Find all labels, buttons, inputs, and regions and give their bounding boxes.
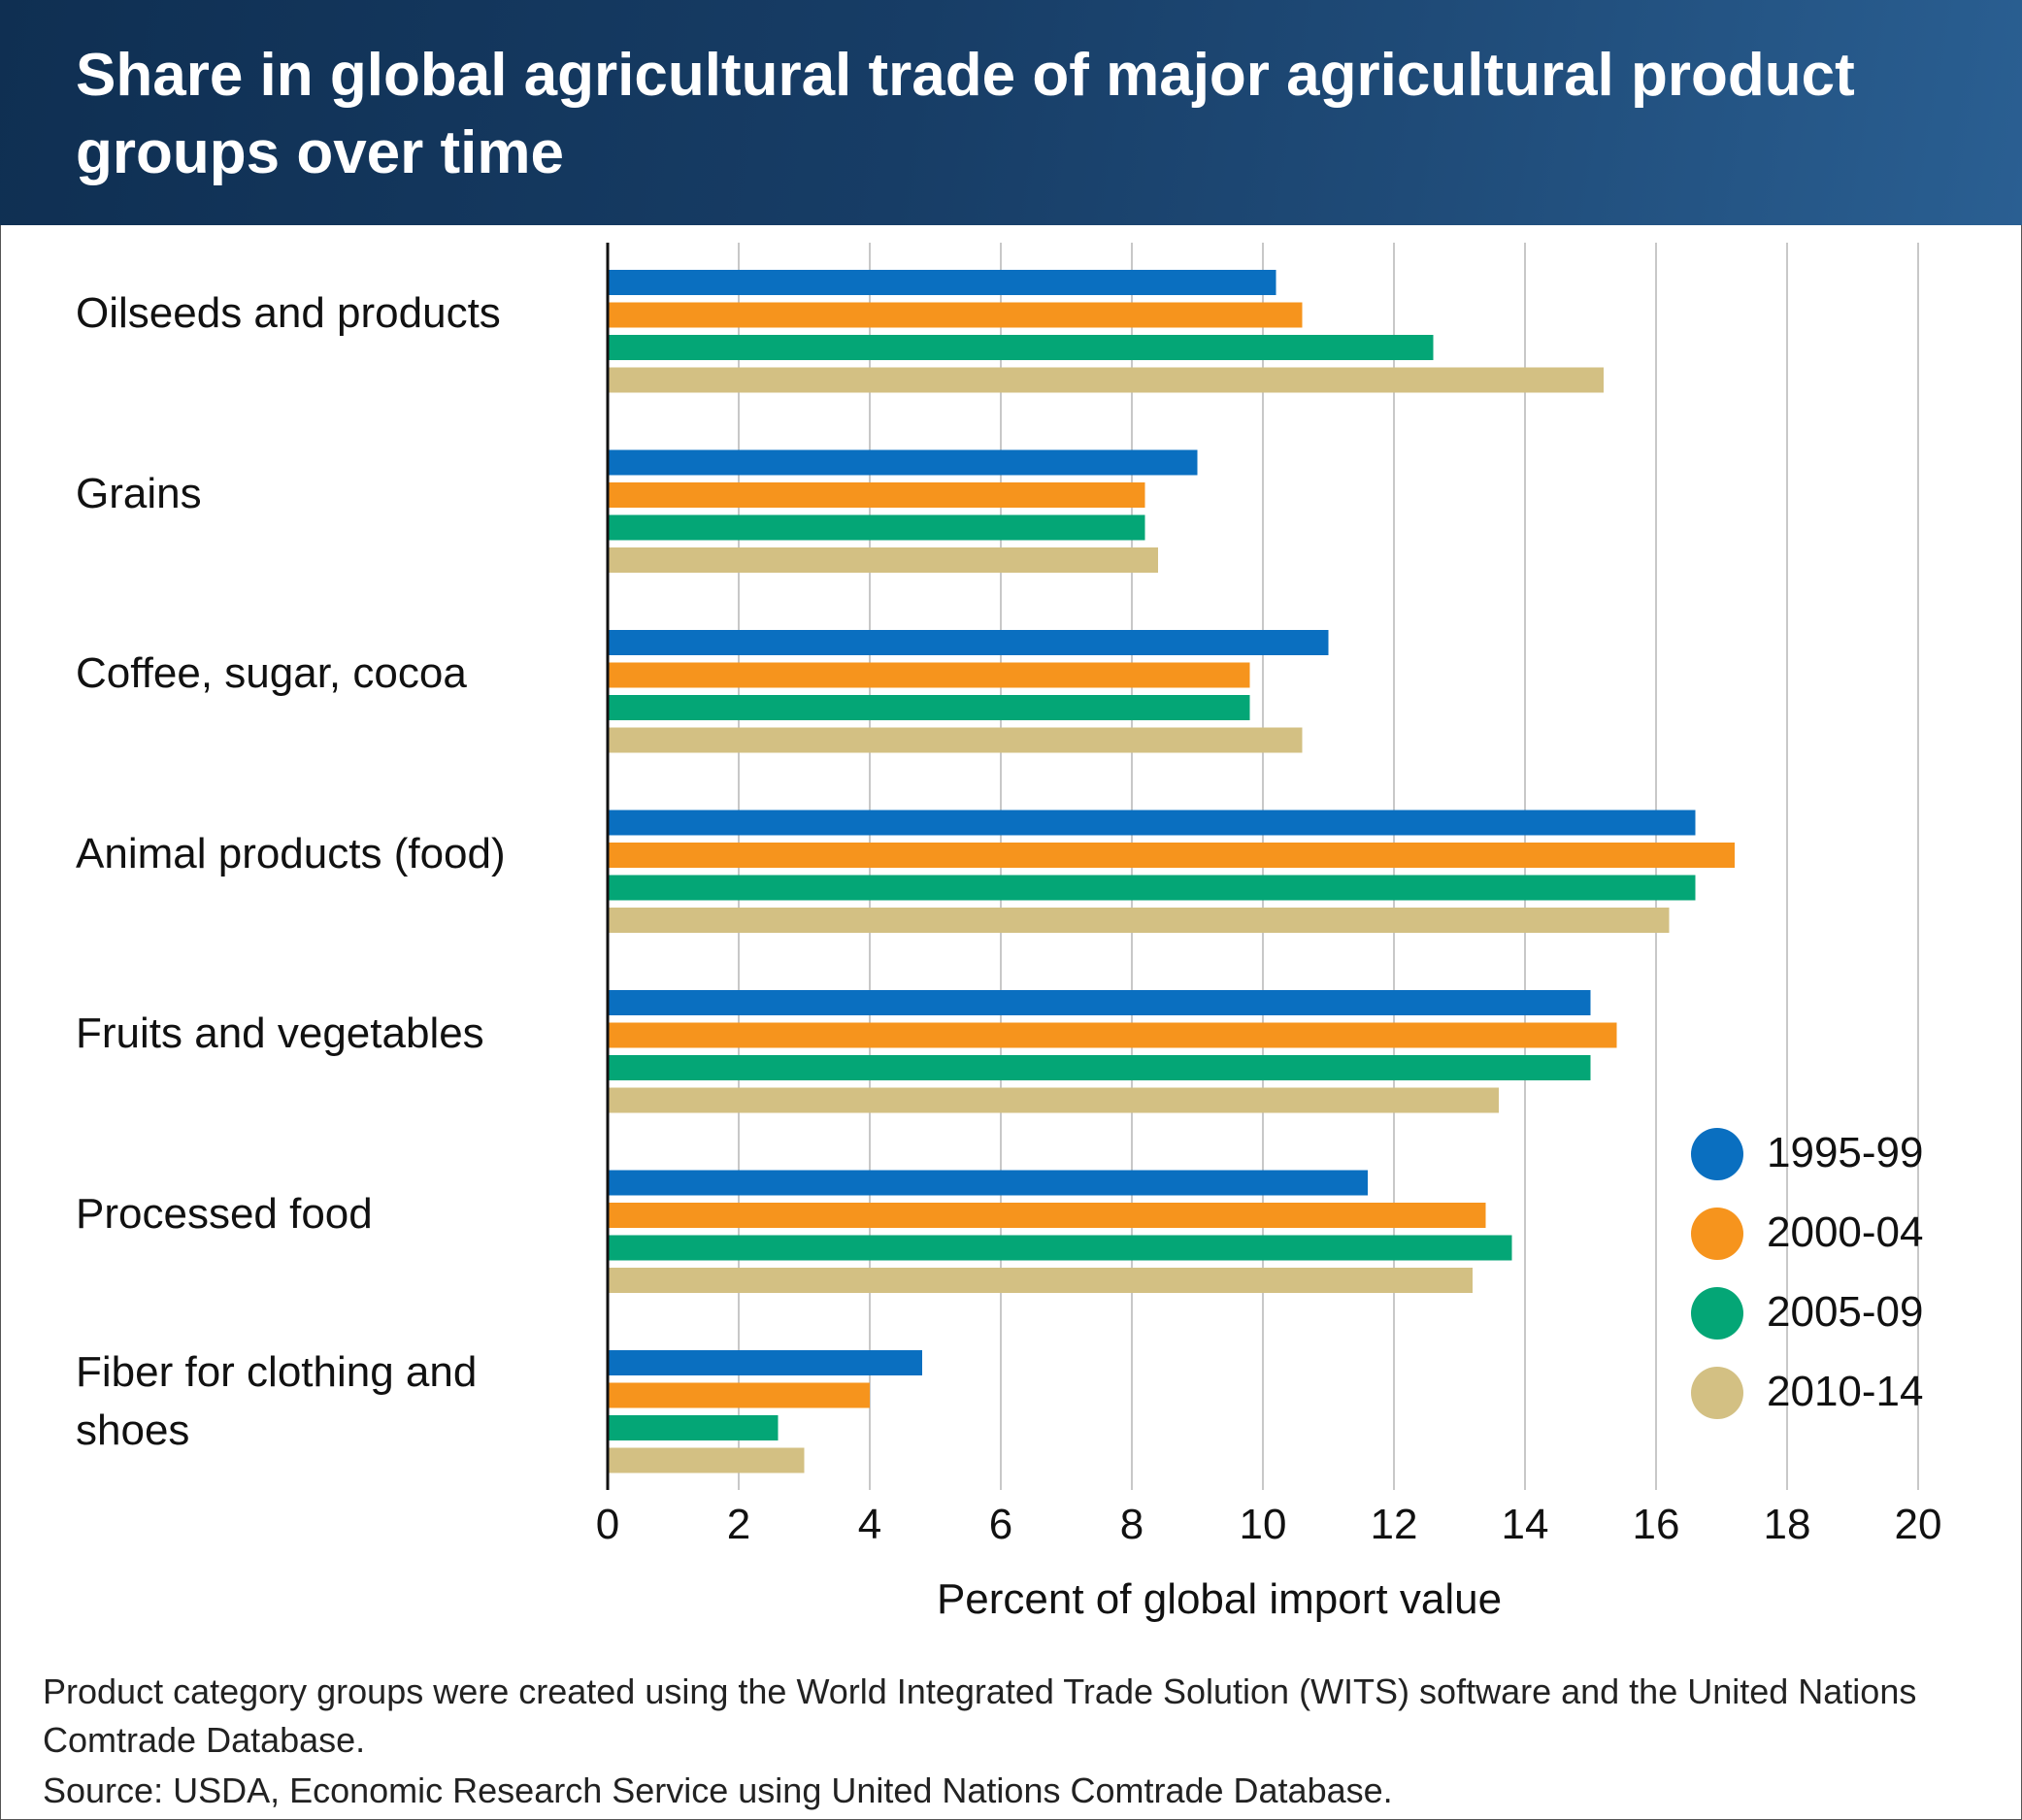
bar <box>608 727 1303 753</box>
bar <box>608 630 1329 655</box>
bar <box>608 1268 1473 1293</box>
category-label: Processed food <box>76 1189 373 1238</box>
bar <box>608 695 1250 720</box>
bar <box>608 843 1735 868</box>
bar <box>608 1350 922 1375</box>
bar <box>608 335 1434 360</box>
category-label: Fruits and vegetables <box>76 1009 484 1058</box>
x-tick-label: 20 <box>1895 1501 1942 1548</box>
x-tick-label: 8 <box>1120 1501 1144 1548</box>
bar <box>608 990 1591 1015</box>
legend-item: 1995-99 <box>1689 1118 2000 1198</box>
bar <box>608 449 1198 476</box>
category-label: Coffee, sugar, cocoa <box>76 649 467 698</box>
x-tick-label: 2 <box>727 1501 750 1548</box>
x-tick-label: 12 <box>1371 1501 1418 1548</box>
category-label: Fiber for clothing and shoes <box>76 1348 478 1455</box>
legend-swatch-icon <box>1691 1128 1743 1180</box>
bar-chart: 0 2 4 6 8 10 12 14 16 18 20 <box>596 243 1942 1548</box>
legend-swatch-icon <box>1691 1208 1743 1260</box>
bar <box>608 367 1604 393</box>
bar <box>608 662 1250 688</box>
x-tick-label: 14 <box>1502 1501 1549 1548</box>
bar <box>608 1235 1512 1261</box>
x-tick-label: 10 <box>1240 1501 1287 1548</box>
x-tick-label: 6 <box>989 1501 1012 1548</box>
x-tick-label: 18 <box>1764 1501 1811 1548</box>
category-label: Grains <box>76 469 202 517</box>
chart-title: Share in global agricultural trade of ma… <box>76 42 1855 186</box>
legend-item: 2010-14 <box>1689 1357 2000 1437</box>
legend-item: 2005-09 <box>1689 1277 2000 1357</box>
x-tick-label: 16 <box>1633 1501 1680 1548</box>
bar <box>608 547 1158 573</box>
footnote: Product category groups were created usi… <box>43 1671 1917 1760</box>
header-banner: Share in global agricultural trade of ma… <box>0 0 2022 225</box>
bar <box>608 1022 1617 1048</box>
legend: 1995-99 2000-04 2005-09 2010-14 <box>1689 1118 2000 1437</box>
x-tick-label: 0 <box>596 1501 619 1548</box>
legend-swatch-icon <box>1691 1287 1743 1340</box>
bar <box>608 1170 1368 1196</box>
bar <box>608 514 1145 541</box>
legend-label: 2010-14 <box>1767 1368 1924 1415</box>
bar <box>608 482 1145 508</box>
legend-label: 2000-04 <box>1767 1208 1924 1256</box>
bars <box>608 270 1735 1473</box>
x-tick-label: 4 <box>858 1501 881 1548</box>
bar <box>608 1203 1486 1228</box>
source-note: Source: USDA, Economic Research Service … <box>43 1770 1393 1810</box>
legend-swatch-icon <box>1691 1367 1743 1419</box>
category-label: Animal products (food) <box>76 829 506 877</box>
legend-label: 1995-99 <box>1767 1129 1924 1176</box>
bar <box>608 908 1670 933</box>
category-label: Oilseeds and products <box>76 289 501 338</box>
bar <box>608 1382 870 1408</box>
bar <box>608 1447 805 1473</box>
legend-label: 2005-09 <box>1767 1288 1924 1336</box>
bar <box>608 875 1696 901</box>
bar <box>608 1415 779 1440</box>
bar <box>608 1055 1591 1080</box>
bar <box>608 270 1276 295</box>
bar <box>608 1087 1499 1113</box>
bar <box>608 810 1696 836</box>
legend-item: 2000-04 <box>1689 1198 2000 1277</box>
x-tick-labels: 0 2 4 6 8 10 12 14 16 18 20 <box>596 1501 1942 1548</box>
x-axis-label: Percent of global import value <box>936 1575 1503 1623</box>
bar <box>608 302 1303 328</box>
